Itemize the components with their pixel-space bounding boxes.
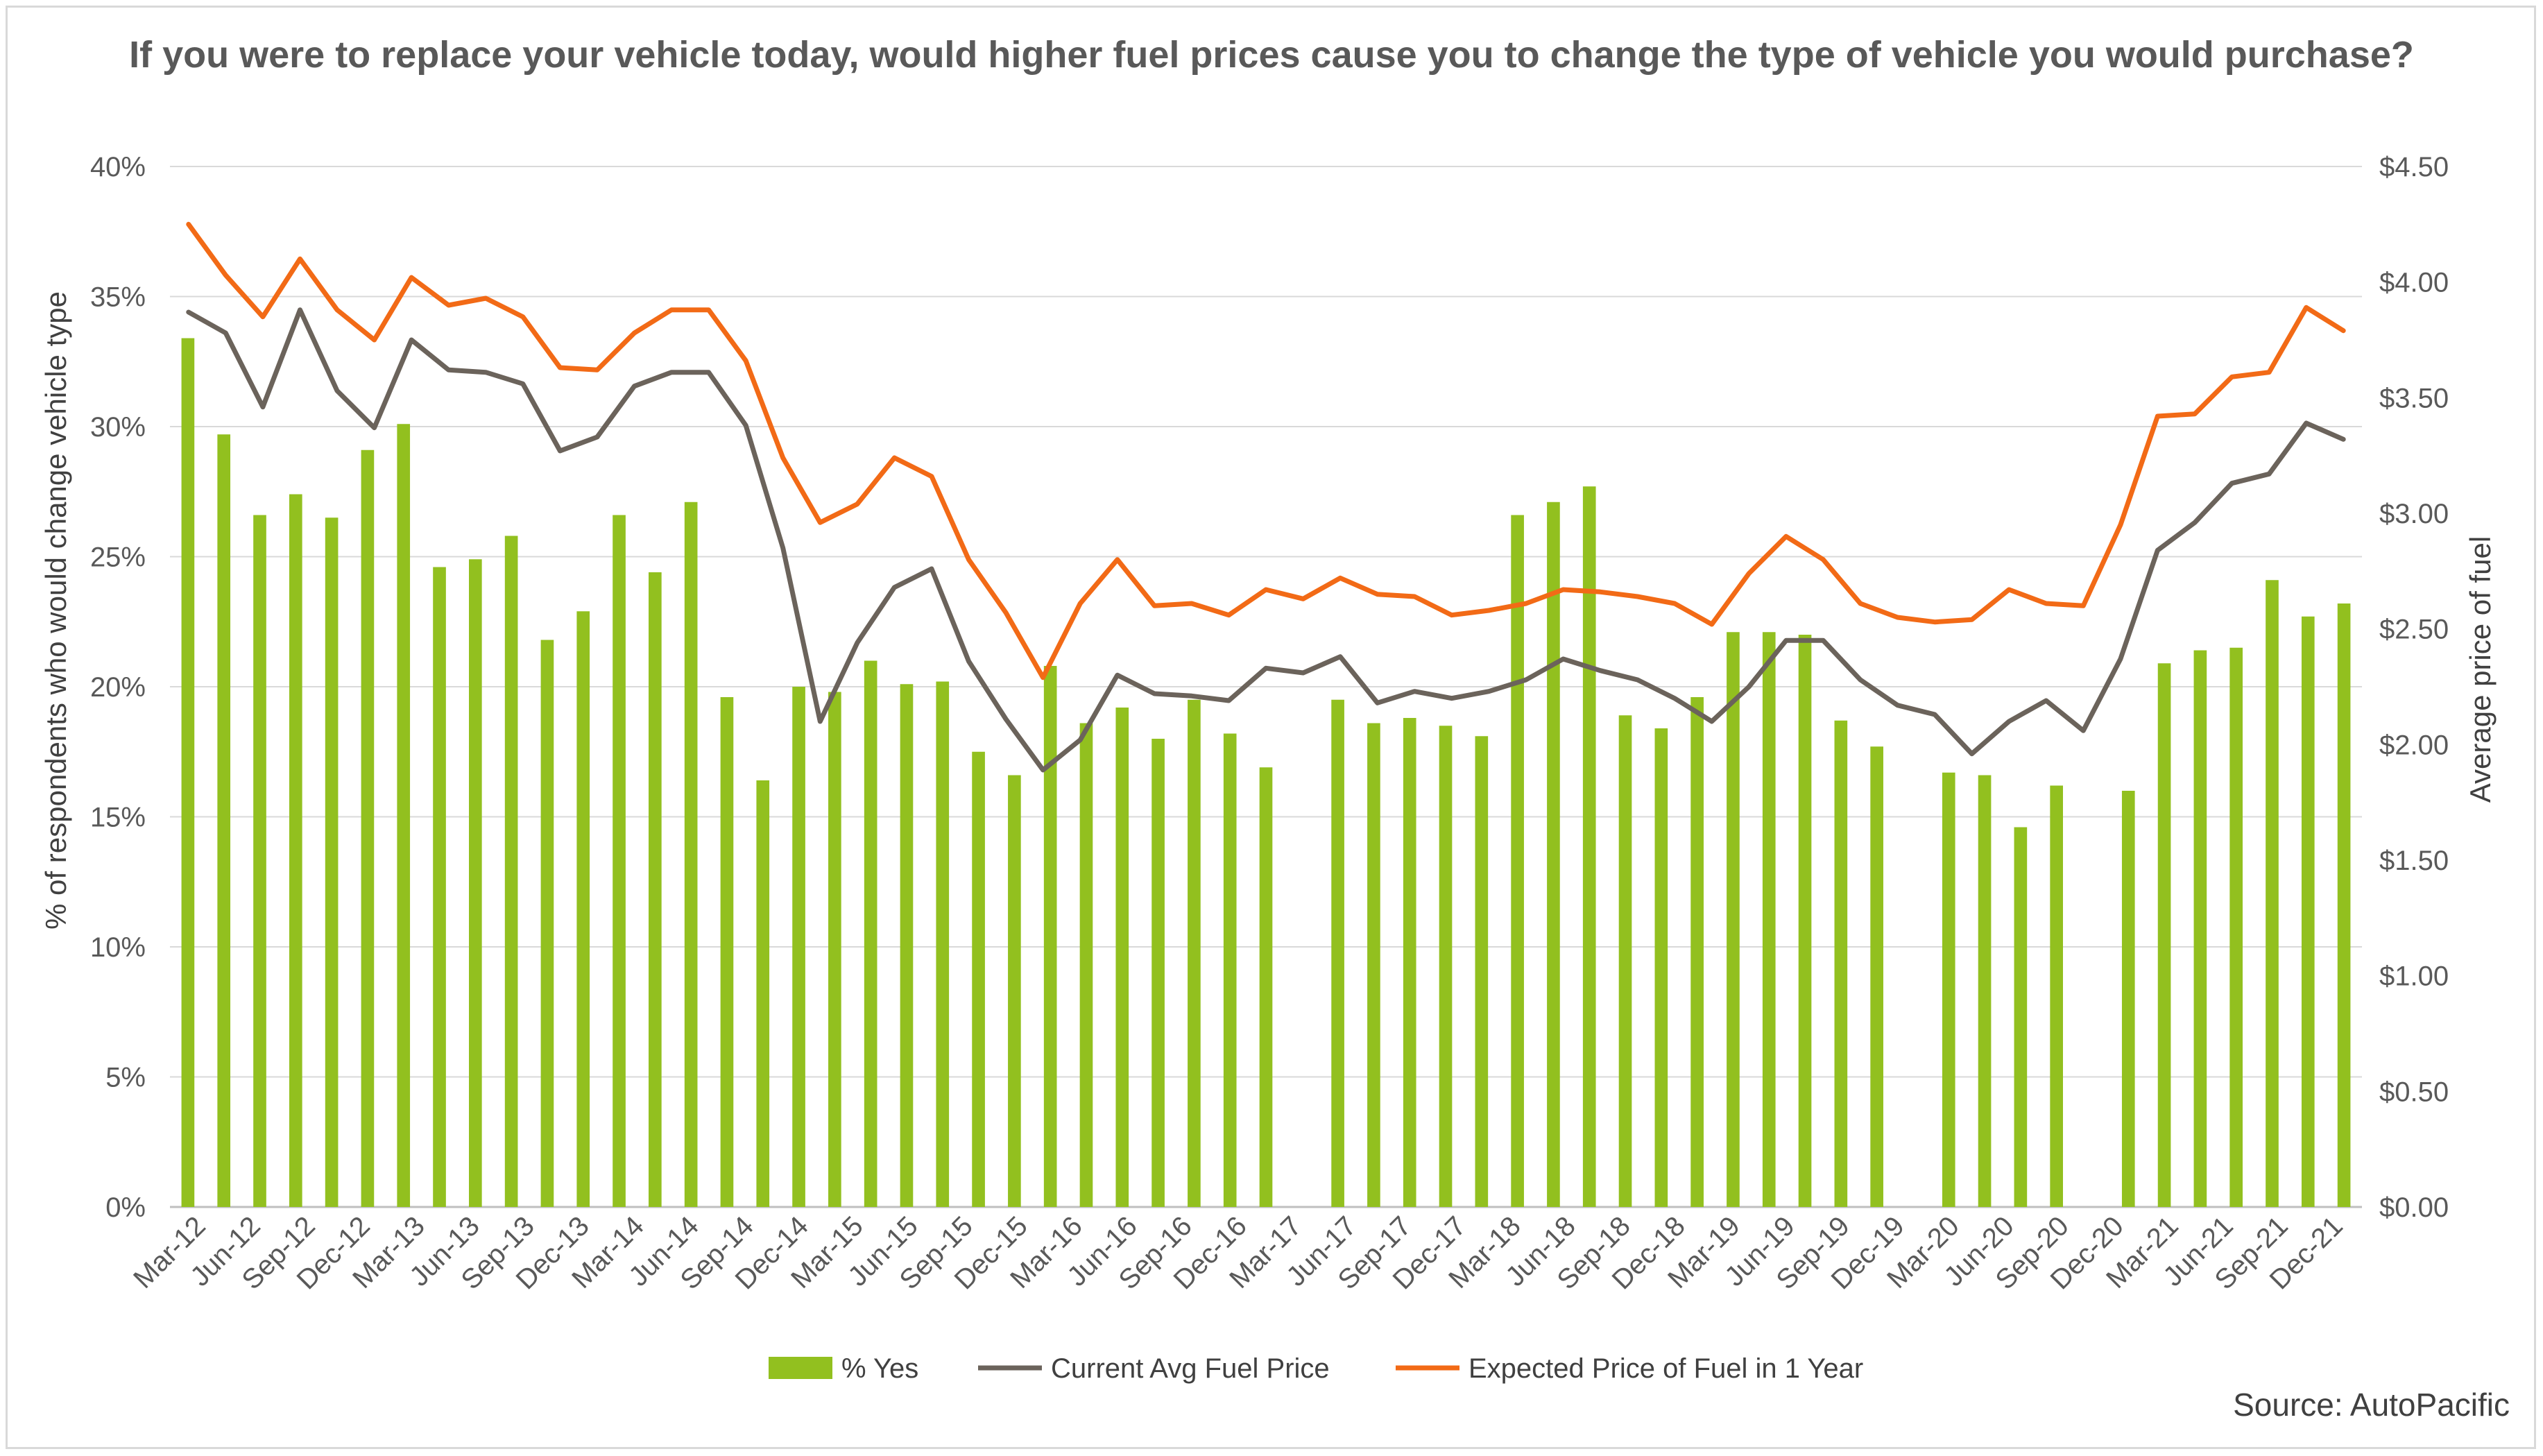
bar bbox=[649, 572, 662, 1207]
bar bbox=[1403, 718, 1416, 1207]
y2-tick-label: $0.50 bbox=[2379, 1077, 2449, 1107]
bar bbox=[253, 515, 266, 1207]
y-axis-title-right: Average price of fuel bbox=[2464, 536, 2497, 803]
bar bbox=[1008, 775, 1021, 1207]
bar bbox=[613, 515, 626, 1207]
current-fuel-price-line bbox=[186, 307, 2346, 773]
y-tick-label: 40% bbox=[90, 152, 146, 182]
y2-tick-label: $2.00 bbox=[2379, 730, 2449, 760]
bar bbox=[1223, 733, 1237, 1207]
bar bbox=[900, 684, 914, 1207]
legend-label: Current Avg Fuel Price bbox=[1051, 1353, 1330, 1384]
bar bbox=[720, 697, 734, 1207]
bar bbox=[2157, 663, 2171, 1207]
legend-swatch-bar bbox=[769, 1357, 832, 1379]
bar bbox=[936, 681, 950, 1207]
chart-frame bbox=[6, 6, 2536, 1449]
bar bbox=[433, 567, 446, 1207]
bar bbox=[684, 502, 698, 1207]
bar bbox=[1151, 739, 1165, 1207]
bar bbox=[2337, 603, 2351, 1207]
bar bbox=[1475, 736, 1489, 1207]
y2-tick-label: $1.50 bbox=[2379, 846, 2449, 876]
bar bbox=[576, 611, 590, 1207]
bar bbox=[217, 434, 231, 1207]
bar bbox=[1618, 715, 1632, 1207]
bar bbox=[1547, 502, 1560, 1207]
bar bbox=[1511, 515, 1524, 1207]
legend-label: % Yes bbox=[841, 1353, 918, 1384]
bar bbox=[1331, 699, 1344, 1207]
bar bbox=[2193, 650, 2207, 1207]
y2-tick-label: $4.00 bbox=[2379, 268, 2449, 298]
x-axis-ticks: Mar-12Jun-12Sep-12Dec-12Mar-13Jun-13Sep-… bbox=[128, 1210, 2349, 1295]
legend: % Yes Current Avg Fuel Price Expected Pric… bbox=[769, 1353, 1863, 1384]
y-tick-label: 20% bbox=[90, 672, 146, 703]
bar bbox=[972, 751, 985, 1207]
bar bbox=[1727, 632, 1740, 1207]
bar bbox=[1115, 708, 1129, 1207]
legend-label: Expected Price of Fuel in 1 Year bbox=[1469, 1353, 1863, 1384]
source-note: Source: AutoPacific bbox=[2233, 1387, 2510, 1423]
bar bbox=[1188, 699, 1201, 1207]
y-axis-title-left: % of respondents who would change vehicl… bbox=[40, 291, 72, 930]
bar-series bbox=[181, 338, 2351, 1207]
y-tick-label: 0% bbox=[105, 1192, 146, 1223]
bar bbox=[1762, 632, 1776, 1207]
y2-tick-label: $4.50 bbox=[2379, 152, 2449, 182]
bar bbox=[469, 559, 482, 1207]
bar bbox=[289, 494, 302, 1207]
y-tick-label: 30% bbox=[90, 412, 146, 443]
bar bbox=[181, 338, 195, 1207]
bar bbox=[397, 424, 411, 1207]
bar bbox=[504, 536, 518, 1207]
bar bbox=[1978, 775, 1992, 1207]
bar bbox=[1654, 728, 1668, 1207]
bar bbox=[1259, 767, 1273, 1207]
y2-tick-label: $0.00 bbox=[2379, 1192, 2449, 1223]
bar bbox=[1079, 723, 1093, 1207]
bar bbox=[540, 640, 554, 1207]
bar bbox=[325, 517, 339, 1207]
line-series bbox=[186, 221, 2346, 773]
bar bbox=[756, 780, 770, 1207]
bar bbox=[2050, 785, 2063, 1207]
bar bbox=[2014, 827, 2028, 1207]
bar bbox=[1798, 635, 1812, 1207]
expected-fuel-price-line bbox=[186, 221, 2346, 680]
chart-title: If you were to replace your vehicle toda… bbox=[129, 34, 2414, 76]
bar bbox=[1439, 726, 1453, 1207]
left-axis-ticks: 0% 5% 10% 15% 20% 25% 30% 35% 40% bbox=[90, 152, 146, 1223]
bar bbox=[828, 692, 841, 1207]
y-tick-label: 35% bbox=[90, 282, 146, 313]
bar bbox=[792, 687, 805, 1207]
bar bbox=[2266, 580, 2279, 1207]
y-tick-label: 25% bbox=[90, 542, 146, 573]
bar bbox=[1942, 772, 1955, 1207]
right-axis-ticks: $0.00 $0.50 $1.00 $1.50 $2.00 $2.50 $3.00 $3.50… bbox=[2379, 152, 2449, 1223]
y2-tick-label: $3.50 bbox=[2379, 383, 2449, 413]
bar bbox=[2121, 791, 2135, 1207]
bar bbox=[1582, 486, 1596, 1207]
bar bbox=[1367, 723, 1380, 1207]
y2-tick-label: $2.50 bbox=[2379, 615, 2449, 645]
bar bbox=[1690, 697, 1704, 1207]
y2-tick-label: $3.00 bbox=[2379, 499, 2449, 529]
y-tick-label: 10% bbox=[90, 932, 146, 963]
bar bbox=[1870, 746, 1883, 1207]
bar bbox=[1043, 666, 1057, 1207]
y2-tick-label: $1.00 bbox=[2379, 961, 2449, 992]
bar bbox=[864, 660, 877, 1207]
y-tick-label: 5% bbox=[105, 1063, 146, 1093]
y-tick-label: 15% bbox=[90, 803, 146, 833]
bar bbox=[1834, 720, 1848, 1207]
bar bbox=[361, 449, 375, 1207]
bar bbox=[2229, 647, 2243, 1207]
bar bbox=[2301, 616, 2315, 1207]
